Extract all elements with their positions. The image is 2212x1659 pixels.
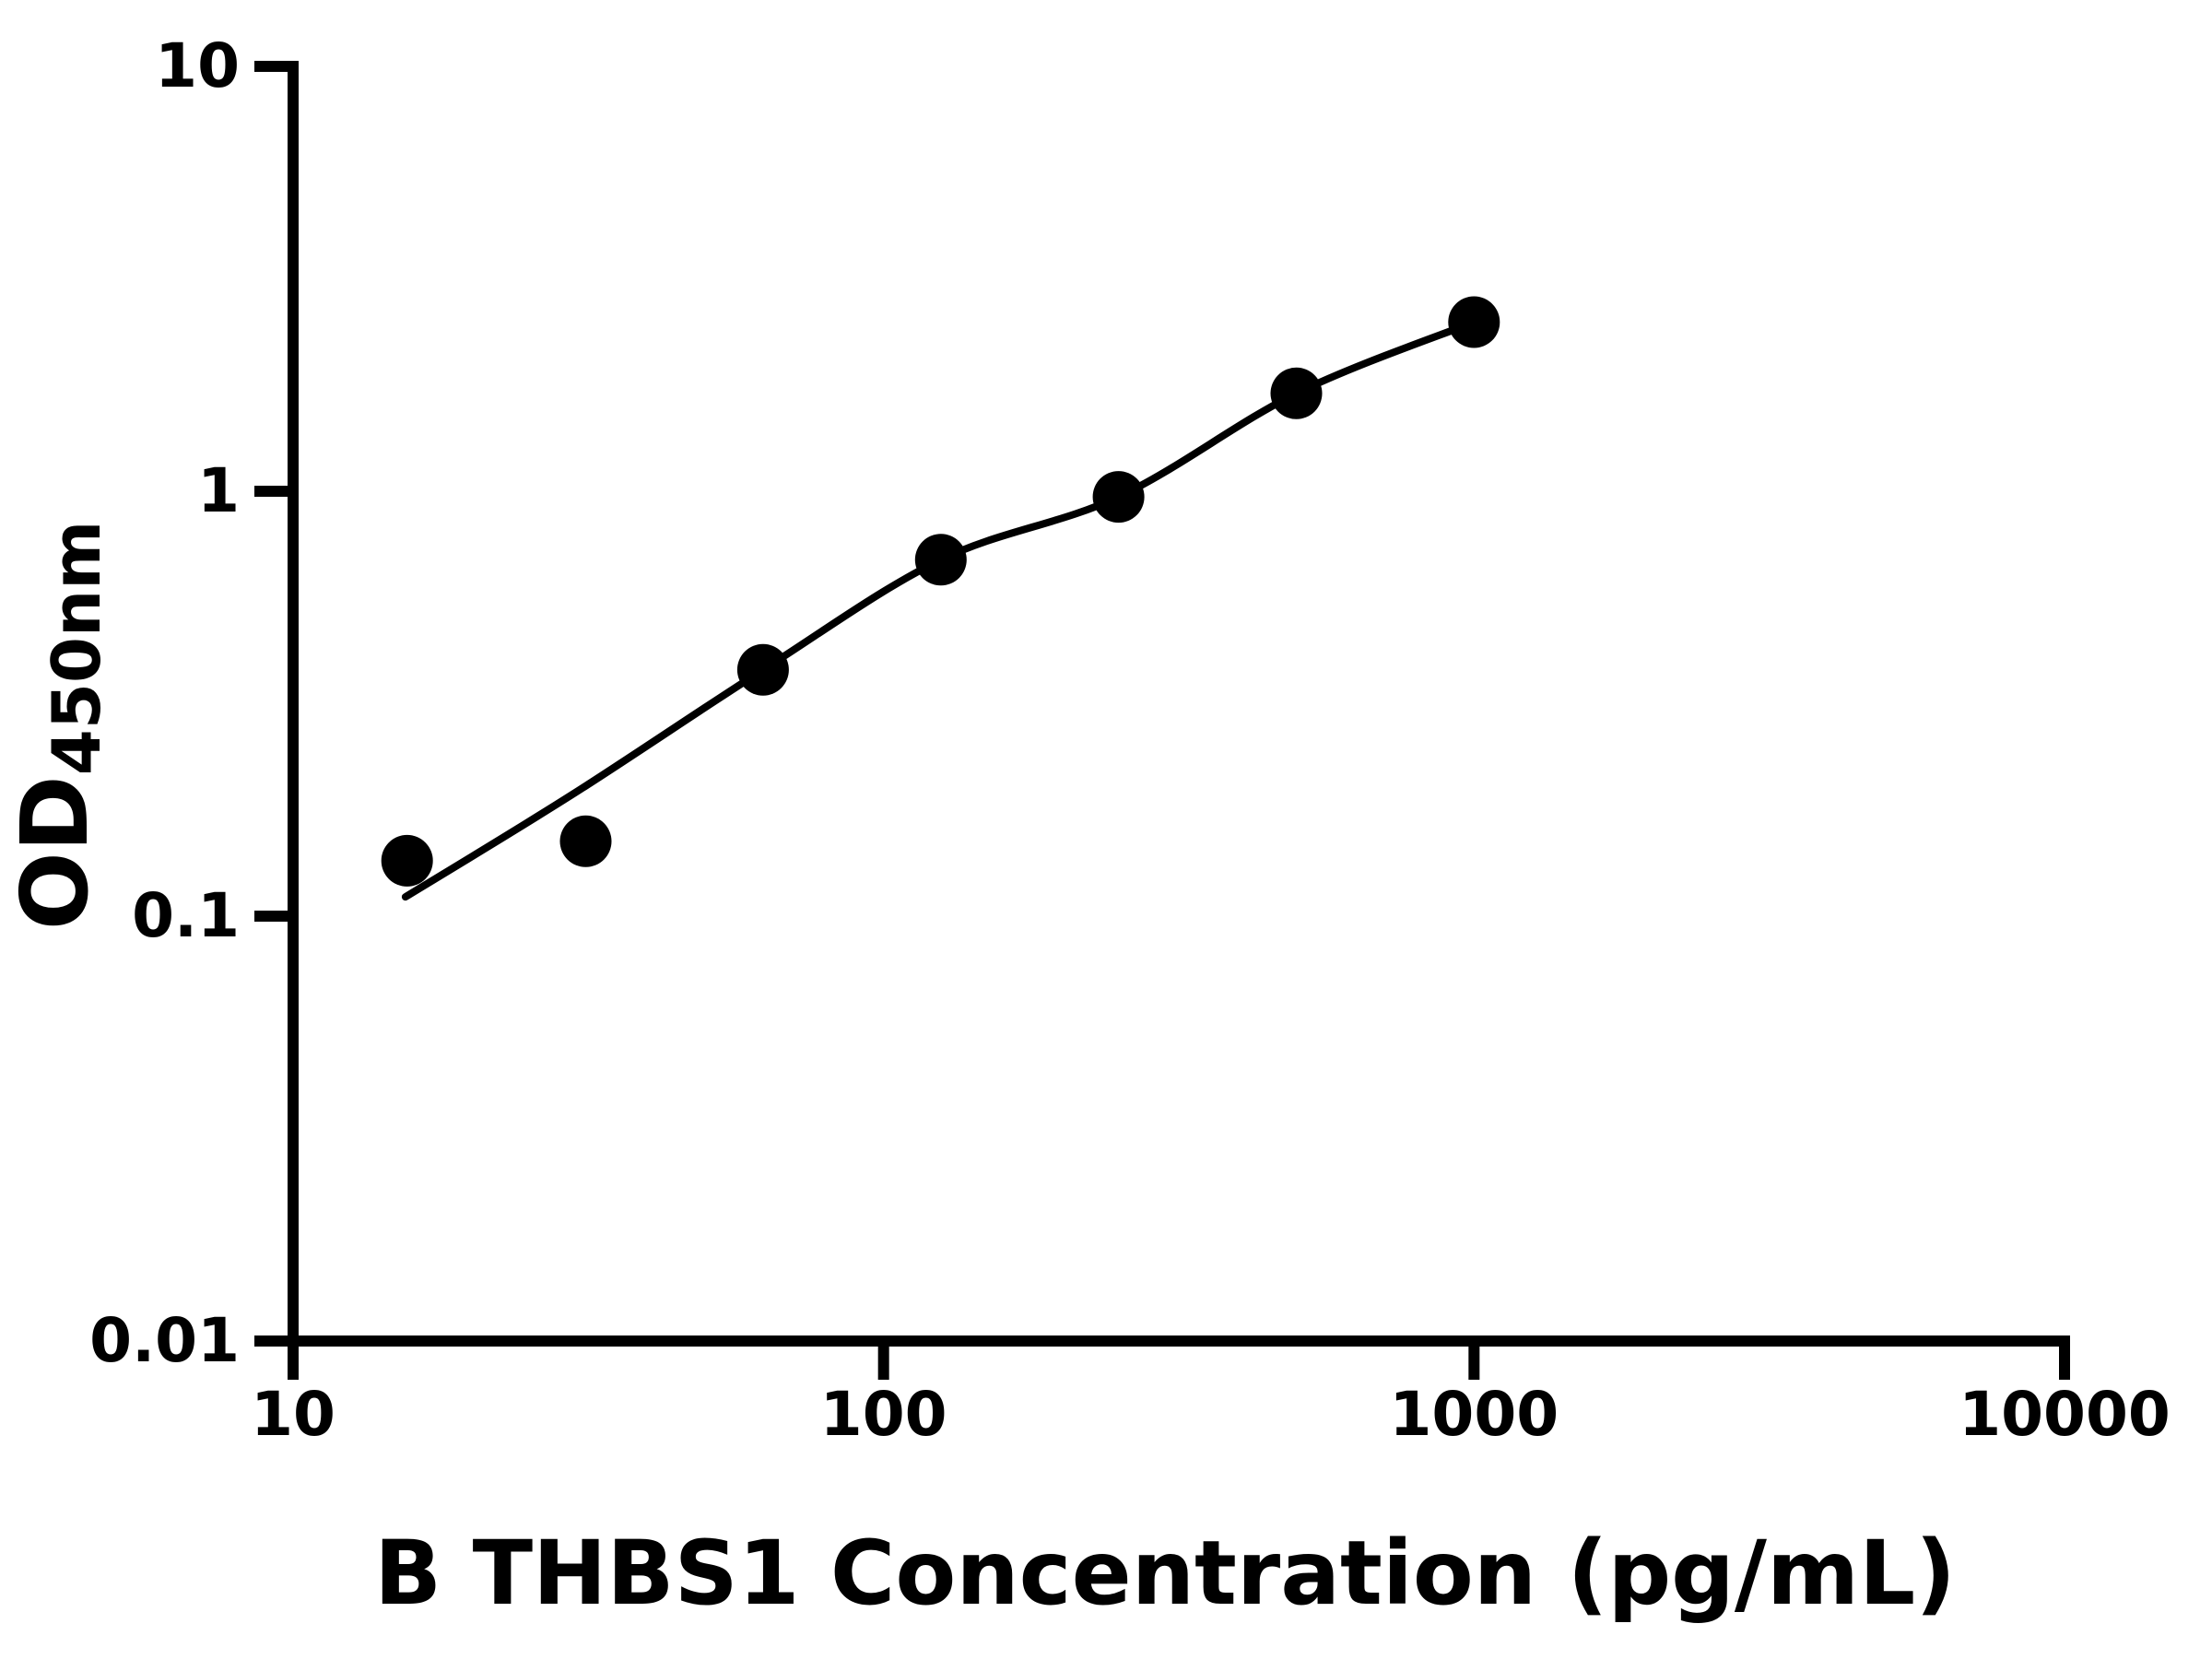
y-tick-label: 1 <box>197 455 240 526</box>
data-point <box>381 834 433 887</box>
x-axis-title: B THBS1 Concentration (pg/mL) <box>373 1522 1957 1625</box>
data-point <box>1270 367 1323 419</box>
y-axis-title: OD450nm <box>1 521 115 931</box>
data-point <box>1448 296 1500 348</box>
y-tick-label: 10 <box>155 30 240 101</box>
data-points-group <box>381 296 1500 887</box>
data-point <box>559 815 612 867</box>
data-point <box>736 643 789 696</box>
data-point <box>1092 471 1145 524</box>
y-axis-title-subscript: 450nm <box>38 520 115 776</box>
x-tick-label: 10 <box>251 1379 335 1450</box>
x-tick-label: 100 <box>819 1379 947 1450</box>
x-tick-label: 1000 <box>1389 1379 1559 1450</box>
y-axis-title-main: OD <box>1 775 109 931</box>
y-tick-label: 0.01 <box>89 1305 240 1376</box>
y-tick-label: 0.1 <box>132 880 240 951</box>
y-tick-marks <box>254 61 293 1347</box>
x-tick-marks <box>288 1341 2070 1380</box>
x-tick-label: 10000 <box>1959 1379 2171 1450</box>
data-point <box>914 534 967 586</box>
